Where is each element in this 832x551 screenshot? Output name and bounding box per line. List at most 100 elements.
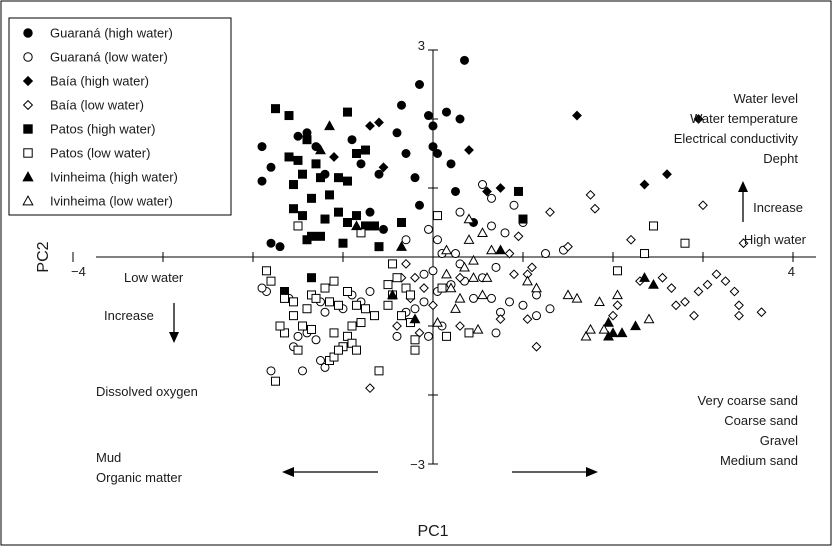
data-point xyxy=(616,327,628,338)
data-point xyxy=(334,207,343,217)
series-triangle-open xyxy=(432,213,655,341)
legend-label: Patos (high water) xyxy=(50,122,156,137)
data-point xyxy=(329,328,339,338)
data-point xyxy=(266,366,276,376)
data-point xyxy=(428,266,438,276)
data-point xyxy=(289,204,298,214)
data-point xyxy=(630,320,641,331)
data-point xyxy=(495,244,506,255)
data-point xyxy=(284,152,294,162)
annotation-upper-right: Electrical conductivity xyxy=(674,131,799,146)
data-point xyxy=(702,279,713,290)
data-point xyxy=(334,300,343,310)
data-point xyxy=(459,261,470,272)
data-point xyxy=(302,135,312,145)
data-point xyxy=(472,323,484,334)
legend-label: Patos (low water) xyxy=(50,146,150,161)
data-point xyxy=(334,173,343,183)
annotation-lower-right: Medium sand xyxy=(720,453,798,468)
data-point xyxy=(648,278,659,289)
data-point xyxy=(720,276,731,287)
legend-label: Baía (low water) xyxy=(50,98,144,113)
data-point xyxy=(541,249,550,259)
data-point xyxy=(468,254,479,265)
data-point xyxy=(428,300,438,311)
data-point xyxy=(680,238,690,248)
legend-marker xyxy=(23,124,33,134)
data-point xyxy=(311,159,321,169)
data-point xyxy=(365,207,375,217)
data-point xyxy=(734,310,744,321)
legend-label: Ivinheima (low water) xyxy=(50,194,173,209)
data-point xyxy=(257,142,267,152)
data-point xyxy=(729,286,740,297)
axes: −4 4 3 −3 xyxy=(71,38,816,472)
data-point xyxy=(374,117,384,128)
data-point xyxy=(307,273,316,283)
data-point xyxy=(545,207,555,218)
data-point xyxy=(504,248,515,259)
data-point xyxy=(649,221,658,231)
data-point xyxy=(379,224,388,234)
data-point xyxy=(505,297,514,307)
data-point xyxy=(410,345,420,355)
data-point xyxy=(307,193,316,203)
annotation-dissolved-oxygen: Dissolved oxygen xyxy=(96,384,198,399)
data-point xyxy=(275,242,285,252)
y-axis-title: PC2 xyxy=(35,241,52,272)
data-point xyxy=(738,238,749,249)
data-point xyxy=(477,289,488,300)
data-point xyxy=(509,200,519,210)
data-point xyxy=(509,269,519,280)
data-point xyxy=(657,272,668,283)
data-point xyxy=(693,286,704,297)
legend-marker xyxy=(22,99,34,111)
data-point xyxy=(487,293,496,303)
data-point xyxy=(433,235,442,245)
data-point xyxy=(424,111,433,121)
data-point xyxy=(307,324,316,334)
data-point xyxy=(580,330,592,341)
data-point xyxy=(320,283,330,293)
data-point xyxy=(639,272,650,282)
data-point xyxy=(397,218,406,227)
data-point xyxy=(396,241,407,251)
data-point xyxy=(608,310,618,321)
data-point xyxy=(298,211,307,221)
data-point xyxy=(527,262,537,273)
annotation-lower-left: Mud xyxy=(96,450,121,465)
annotations: Water level Water temperature Electrical c… xyxy=(96,91,807,485)
data-point xyxy=(392,128,402,138)
data-point xyxy=(734,300,744,311)
legend-marker xyxy=(22,171,34,182)
annotation-high-water: High water xyxy=(744,232,807,247)
data-point xyxy=(334,345,343,355)
data-point xyxy=(338,238,348,248)
data-point xyxy=(450,303,461,313)
data-point xyxy=(545,304,555,314)
data-point xyxy=(406,290,415,300)
data-point xyxy=(419,283,429,293)
legend-marker xyxy=(22,195,34,206)
data-point xyxy=(293,345,303,355)
data-point xyxy=(409,313,421,324)
data-point xyxy=(513,231,524,242)
data-point xyxy=(352,300,361,310)
annotation-lower-left: Organic matter xyxy=(96,470,183,485)
y-tick-label: 3 xyxy=(418,38,425,53)
arrow-up-head xyxy=(738,181,748,192)
data-point xyxy=(639,179,650,190)
data-point xyxy=(424,331,433,341)
series-triangle-filled xyxy=(315,120,659,341)
data-point xyxy=(500,228,510,238)
data-point xyxy=(626,234,636,245)
annotation-upper-right: Water level xyxy=(733,91,798,106)
data-point xyxy=(365,287,375,296)
data-point xyxy=(311,293,321,303)
series-diamond-filled xyxy=(329,110,704,197)
data-point xyxy=(293,155,303,165)
data-point xyxy=(298,366,307,376)
legend-item: Guaraná (low water) xyxy=(23,50,168,65)
